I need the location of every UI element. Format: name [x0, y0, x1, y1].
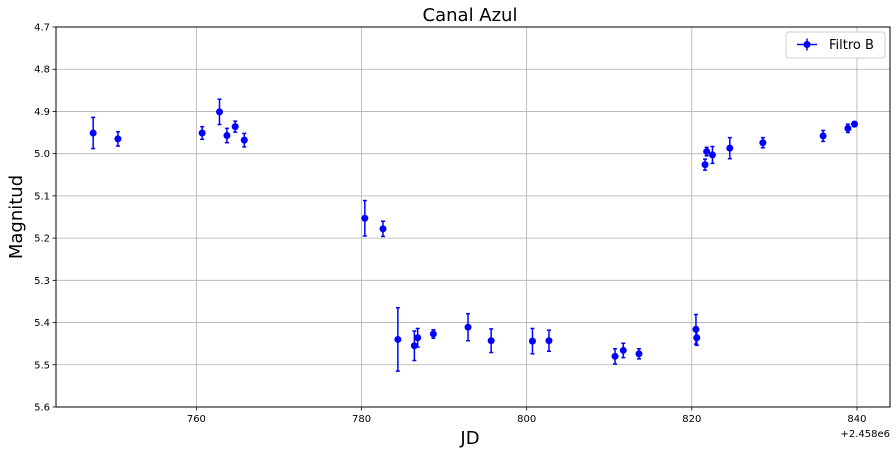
point-marker — [414, 334, 422, 342]
data-point — [619, 342, 627, 359]
x-tick-label: 780 — [352, 414, 371, 425]
x-tick-label: 820 — [682, 414, 701, 425]
y-tick-label: 5.0 — [34, 149, 50, 160]
data-point — [545, 329, 553, 353]
data-point — [528, 327, 536, 355]
y-tick-label: 5.6 — [34, 403, 50, 414]
data-point — [414, 327, 422, 348]
data-point — [726, 136, 734, 160]
legend-marker — [797, 38, 817, 51]
point-marker — [619, 346, 627, 354]
point-marker — [528, 337, 536, 345]
y-tick-label: 4.7 — [34, 23, 50, 34]
point-marker — [240, 136, 248, 144]
data-point — [231, 120, 239, 133]
data-point — [850, 120, 858, 128]
data-point — [223, 127, 231, 144]
data-point — [429, 328, 437, 339]
y-tick-label: 4.8 — [34, 65, 50, 76]
chart-title: Canal Azul — [423, 5, 518, 26]
x-tick-label: 800 — [517, 414, 536, 425]
data-point — [693, 329, 701, 347]
point-marker — [215, 108, 223, 116]
y-tick-label: 5.5 — [34, 360, 50, 371]
data-point — [114, 130, 122, 147]
x-offset-label: +2.458e6 — [840, 429, 890, 440]
plot-frame — [55, 26, 891, 408]
legend: Filtro B — [785, 31, 886, 59]
data-series — [89, 98, 858, 372]
data-point — [844, 123, 852, 134]
y-tick-label: 5.2 — [34, 234, 50, 245]
point-marker — [759, 139, 767, 147]
y-tick-label: 5.4 — [34, 318, 50, 329]
data-point — [240, 132, 248, 148]
data-point — [464, 312, 472, 342]
point-marker — [198, 129, 206, 137]
point-marker — [850, 120, 858, 128]
point-marker — [114, 135, 122, 143]
y-tick-label: 5.1 — [34, 191, 50, 202]
data-point — [759, 136, 767, 149]
data-point — [819, 129, 827, 143]
data-point — [379, 220, 387, 238]
point-marker — [545, 337, 553, 345]
point-marker — [611, 352, 619, 360]
point-marker — [464, 323, 472, 331]
point-marker — [844, 124, 852, 132]
point-marker — [429, 330, 437, 338]
data-point — [89, 116, 97, 150]
point-marker — [693, 334, 701, 342]
y-tick-label: 5.3 — [34, 276, 50, 287]
grid — [56, 26, 890, 408]
legend-label: Filtro B — [829, 38, 874, 53]
point-marker — [410, 342, 418, 350]
point-marker — [635, 350, 643, 358]
point-marker — [692, 325, 700, 333]
point-marker — [701, 161, 709, 169]
point-marker — [223, 132, 231, 140]
x-tick-label: 760 — [187, 414, 206, 425]
y-tick-label: 4.9 — [34, 107, 50, 118]
point-marker — [379, 225, 387, 233]
y-axis-label: Magnitud — [6, 175, 27, 259]
legend-box — [785, 31, 886, 59]
x-ticks: 760 780 800 820 840 — [187, 407, 867, 425]
point-marker — [231, 123, 239, 131]
data-point — [361, 199, 369, 237]
data-point — [611, 347, 619, 365]
data-point — [635, 347, 643, 360]
point-marker — [708, 151, 716, 159]
point-marker — [394, 335, 402, 343]
data-point — [703, 146, 711, 157]
point-marker — [89, 129, 97, 137]
point-marker — [487, 337, 495, 345]
x-tick-label: 840 — [847, 414, 866, 425]
point-marker — [819, 132, 827, 140]
point-marker — [703, 148, 711, 156]
x-axis-label: JD — [459, 428, 479, 449]
data-point — [701, 158, 709, 171]
point-marker — [726, 144, 734, 152]
data-point — [198, 125, 206, 141]
y-ticks: 4.7 4.8 4.9 5.0 5.1 5.2 5.3 5.4 5.5 5.6 — [34, 23, 56, 414]
point-marker — [361, 214, 369, 222]
data-point — [708, 145, 716, 165]
data-point — [215, 98, 223, 126]
data-point — [394, 307, 402, 372]
data-point — [487, 328, 495, 354]
